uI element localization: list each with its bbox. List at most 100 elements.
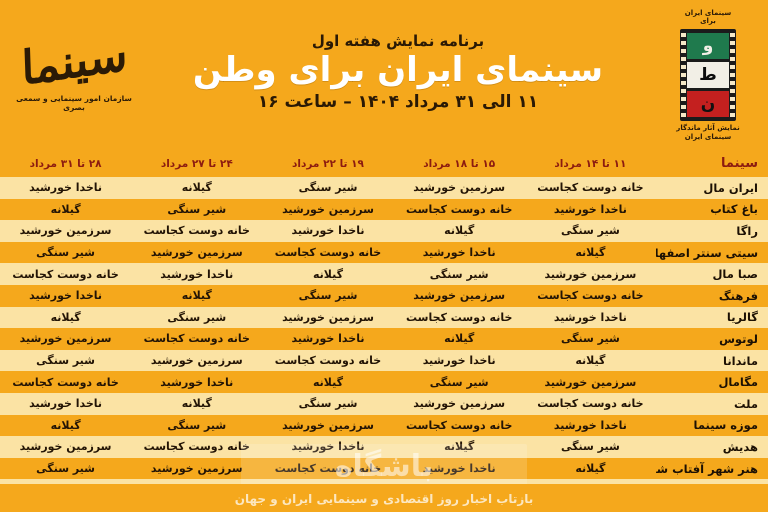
film-cell: شیر سنگی (167, 310, 227, 324)
organization-caption: سازمان امور سینمایی و سمعی بصری (16, 94, 132, 112)
table-row: مگامال سرزمین خورشید شیر سنگی گیلانه ناخدا خ… (0, 371, 768, 393)
cinema-name-cell: هنر شهر آفتاب شیراز (656, 461, 758, 476)
film-cell: سرزمین خورشید (282, 310, 374, 324)
film-cell: ناخدا خورشید (291, 224, 365, 238)
filmstrip-caption-top: سینمای ایران برای (684, 8, 732, 26)
table-row: موزه سینما ناخدا خورشید خانه دوست کجاست سرز… (0, 414, 768, 437)
film-cell: ناخدا خورشید (553, 310, 627, 324)
film-cell: گیلانه (50, 310, 81, 324)
poster-subtitle: ۱۱ الی ۳۱ مرداد ۱۴۰۴ – ساعت ۱۶ (257, 92, 539, 113)
film-cell: شیر سنگی (36, 462, 95, 476)
column-header-cinema: سینما (721, 156, 758, 171)
poster-kicker: برنامه نمایش هفته اول (311, 31, 485, 50)
film-cell: سرزمین خورشید (544, 375, 637, 389)
table-header-row: سینما ۱۱ تا ۱۴ مرداد ۱۵ تا ۱۸ مرداد ۱۹ تا ۲… (0, 150, 768, 177)
table-row: ماندانا گیلانه ناخدا خورشید خانه دوست کجاست… (0, 349, 768, 372)
film-cell: خانه دوست کجاست (143, 440, 250, 454)
film-cell: سرزمین خورشید (413, 289, 506, 303)
film-cell: خانه دوست کجاست (274, 354, 382, 368)
film-cell: گیلانه (575, 354, 606, 368)
film-cell: ناخدا خورشید (29, 181, 103, 195)
film-cell: گیلانه (181, 181, 212, 195)
film-cell: سرزمین خورشید (544, 483, 637, 497)
film-cell: ناخدا خورشید (553, 202, 627, 216)
film-cell: شیر سنگی (560, 440, 620, 454)
film-cell: ناخدا خورشید (422, 246, 496, 260)
film-cell: سرزمین خورشید (150, 246, 243, 260)
film-cell: ناخدا خورشید (160, 483, 234, 497)
film-cell: خانه دوست کجاست (406, 418, 513, 432)
film-cell: خانه دوست کجاست (537, 289, 644, 303)
film-cell: شیر سنگی (429, 267, 489, 281)
film-cell: شیر سنگی (36, 354, 95, 368)
poster-header: سینمای ایران برای و ط ن نمایش آثار ماندگ… (0, 0, 768, 150)
film-cell: سرزمین خورشید (413, 181, 506, 195)
filmstrip-cell-green: و (687, 33, 729, 59)
cinema-name-cell: هویزه مشهد (687, 483, 758, 498)
table-row: ملت خانه دوست کجاست سرزمین خورشید شیر سنگی گ… (0, 392, 768, 415)
table-row: ایران مال خانه دوست کجاست سرزمین خورشید شیر… (0, 177, 768, 199)
title-block: برنامه نمایش هفته اول سینمای ایران برای … (140, 32, 656, 118)
film-cell: ناخدا خورشید (553, 418, 627, 432)
film-cell: خانه دوست کجاست (274, 462, 382, 476)
film-cell: ناخدا خورشید (422, 462, 496, 476)
film-cell: ناخدا خورشید (160, 375, 234, 389)
film-cell: ناخدا خورشید (291, 440, 365, 454)
cinema-name-cell: ماندانا (723, 353, 758, 368)
film-cell: خانه دوست کجاست (12, 483, 119, 497)
film-cell: گیلانه (444, 440, 475, 454)
cinema-name-cell: ملت (734, 396, 758, 411)
cinema-name-cell: صبا مال (712, 267, 758, 282)
film-cell: سرزمین خورشید (282, 418, 374, 432)
filmstrip-icon: و ط ن (680, 29, 736, 121)
table-row: هویزه مشهد سرزمین خورشید شیر سنگی گیلانه ناخ… (0, 479, 768, 501)
calligraphy-mark: سینما (20, 26, 128, 96)
film-cell: گیلانه (575, 246, 606, 260)
film-cell: خانه دوست کجاست (12, 267, 119, 281)
cinema-name-cell: باغ کتاب (710, 202, 758, 217)
film-cell: ناخدا خورشید (422, 354, 496, 368)
film-cell: گیلانه (181, 397, 212, 411)
film-cell: گیلانه (181, 289, 212, 303)
film-cell: گیلانه (50, 418, 81, 432)
film-cell: سرزمین خورشید (544, 267, 637, 281)
film-cell: گیلانه (575, 462, 606, 476)
film-cell: سرزمین خورشید (150, 354, 243, 368)
column-header-date-3: ۱۹ تا ۲۲ مرداد (292, 157, 364, 170)
table-row: باغ کتاب ناخدا خورشید خانه دوست کجاست سرزمی… (0, 198, 768, 221)
film-cell: خانه دوست کجاست (12, 375, 119, 389)
film-cell: ناخدا خورشید (160, 267, 234, 281)
film-cell: شیر سنگی (36, 246, 95, 260)
column-header-date-4: ۲۴ تا ۲۷ مرداد (160, 157, 233, 170)
film-cell: خانه دوست کجاست (274, 246, 382, 260)
vatan-filmstrip-logo: سینمای ایران برای و ط ن نمایش آثار ماندگ… (656, 2, 760, 148)
film-cell: خانه دوست کجاست (143, 332, 250, 346)
film-cell: شیر سنگی (167, 202, 227, 216)
film-cell: شیر سنگی (429, 375, 489, 389)
film-cell: سرزمین خورشید (19, 440, 112, 454)
film-cell: گیلانه (312, 483, 344, 497)
filmstrip-letter-1: و (702, 35, 714, 56)
table-row: هدیش شیر سنگی گیلانه ناخدا خورشید خانه دوست … (0, 436, 768, 458)
film-cell: سرزمین خورشید (19, 224, 112, 238)
filmstrip-cell-red: ن (687, 91, 729, 117)
cinema-name-cell: فرهنگ (718, 288, 758, 303)
film-cell: خانه دوست کجاست (406, 310, 513, 324)
film-cell: سرزمین خورشید (150, 462, 243, 476)
film-cell: شیر سنگی (298, 181, 358, 195)
filmstrip-cell-white: ط (687, 62, 729, 88)
cinema-name-cell: سیتی سنتر اصفهان (656, 245, 758, 260)
film-cell: خانه دوست کجاست (537, 181, 644, 195)
column-header-date-5: ۲۸ تا ۳۱ مرداد (29, 157, 102, 170)
film-cell: گیلانه (312, 267, 344, 281)
film-cell: ناخدا خورشید (29, 397, 103, 411)
cinema-organization-logo: سینما سازمان امور سینمایی و سمعی بصری (8, 5, 140, 145)
film-cell: سرزمین خورشید (282, 202, 374, 216)
film-cell: سرزمین خورشید (413, 397, 506, 411)
film-cell: شیر سنگی (560, 332, 620, 346)
cinema-name-cell: مگامال (718, 375, 758, 390)
film-cell: ناخدا خورشید (29, 289, 103, 303)
schedule-table: سینما ۱۱ تا ۱۴ مرداد ۱۵ تا ۱۸ مرداد ۱۹ تا ۲… (0, 150, 768, 512)
film-cell: گیلانه (50, 202, 81, 216)
